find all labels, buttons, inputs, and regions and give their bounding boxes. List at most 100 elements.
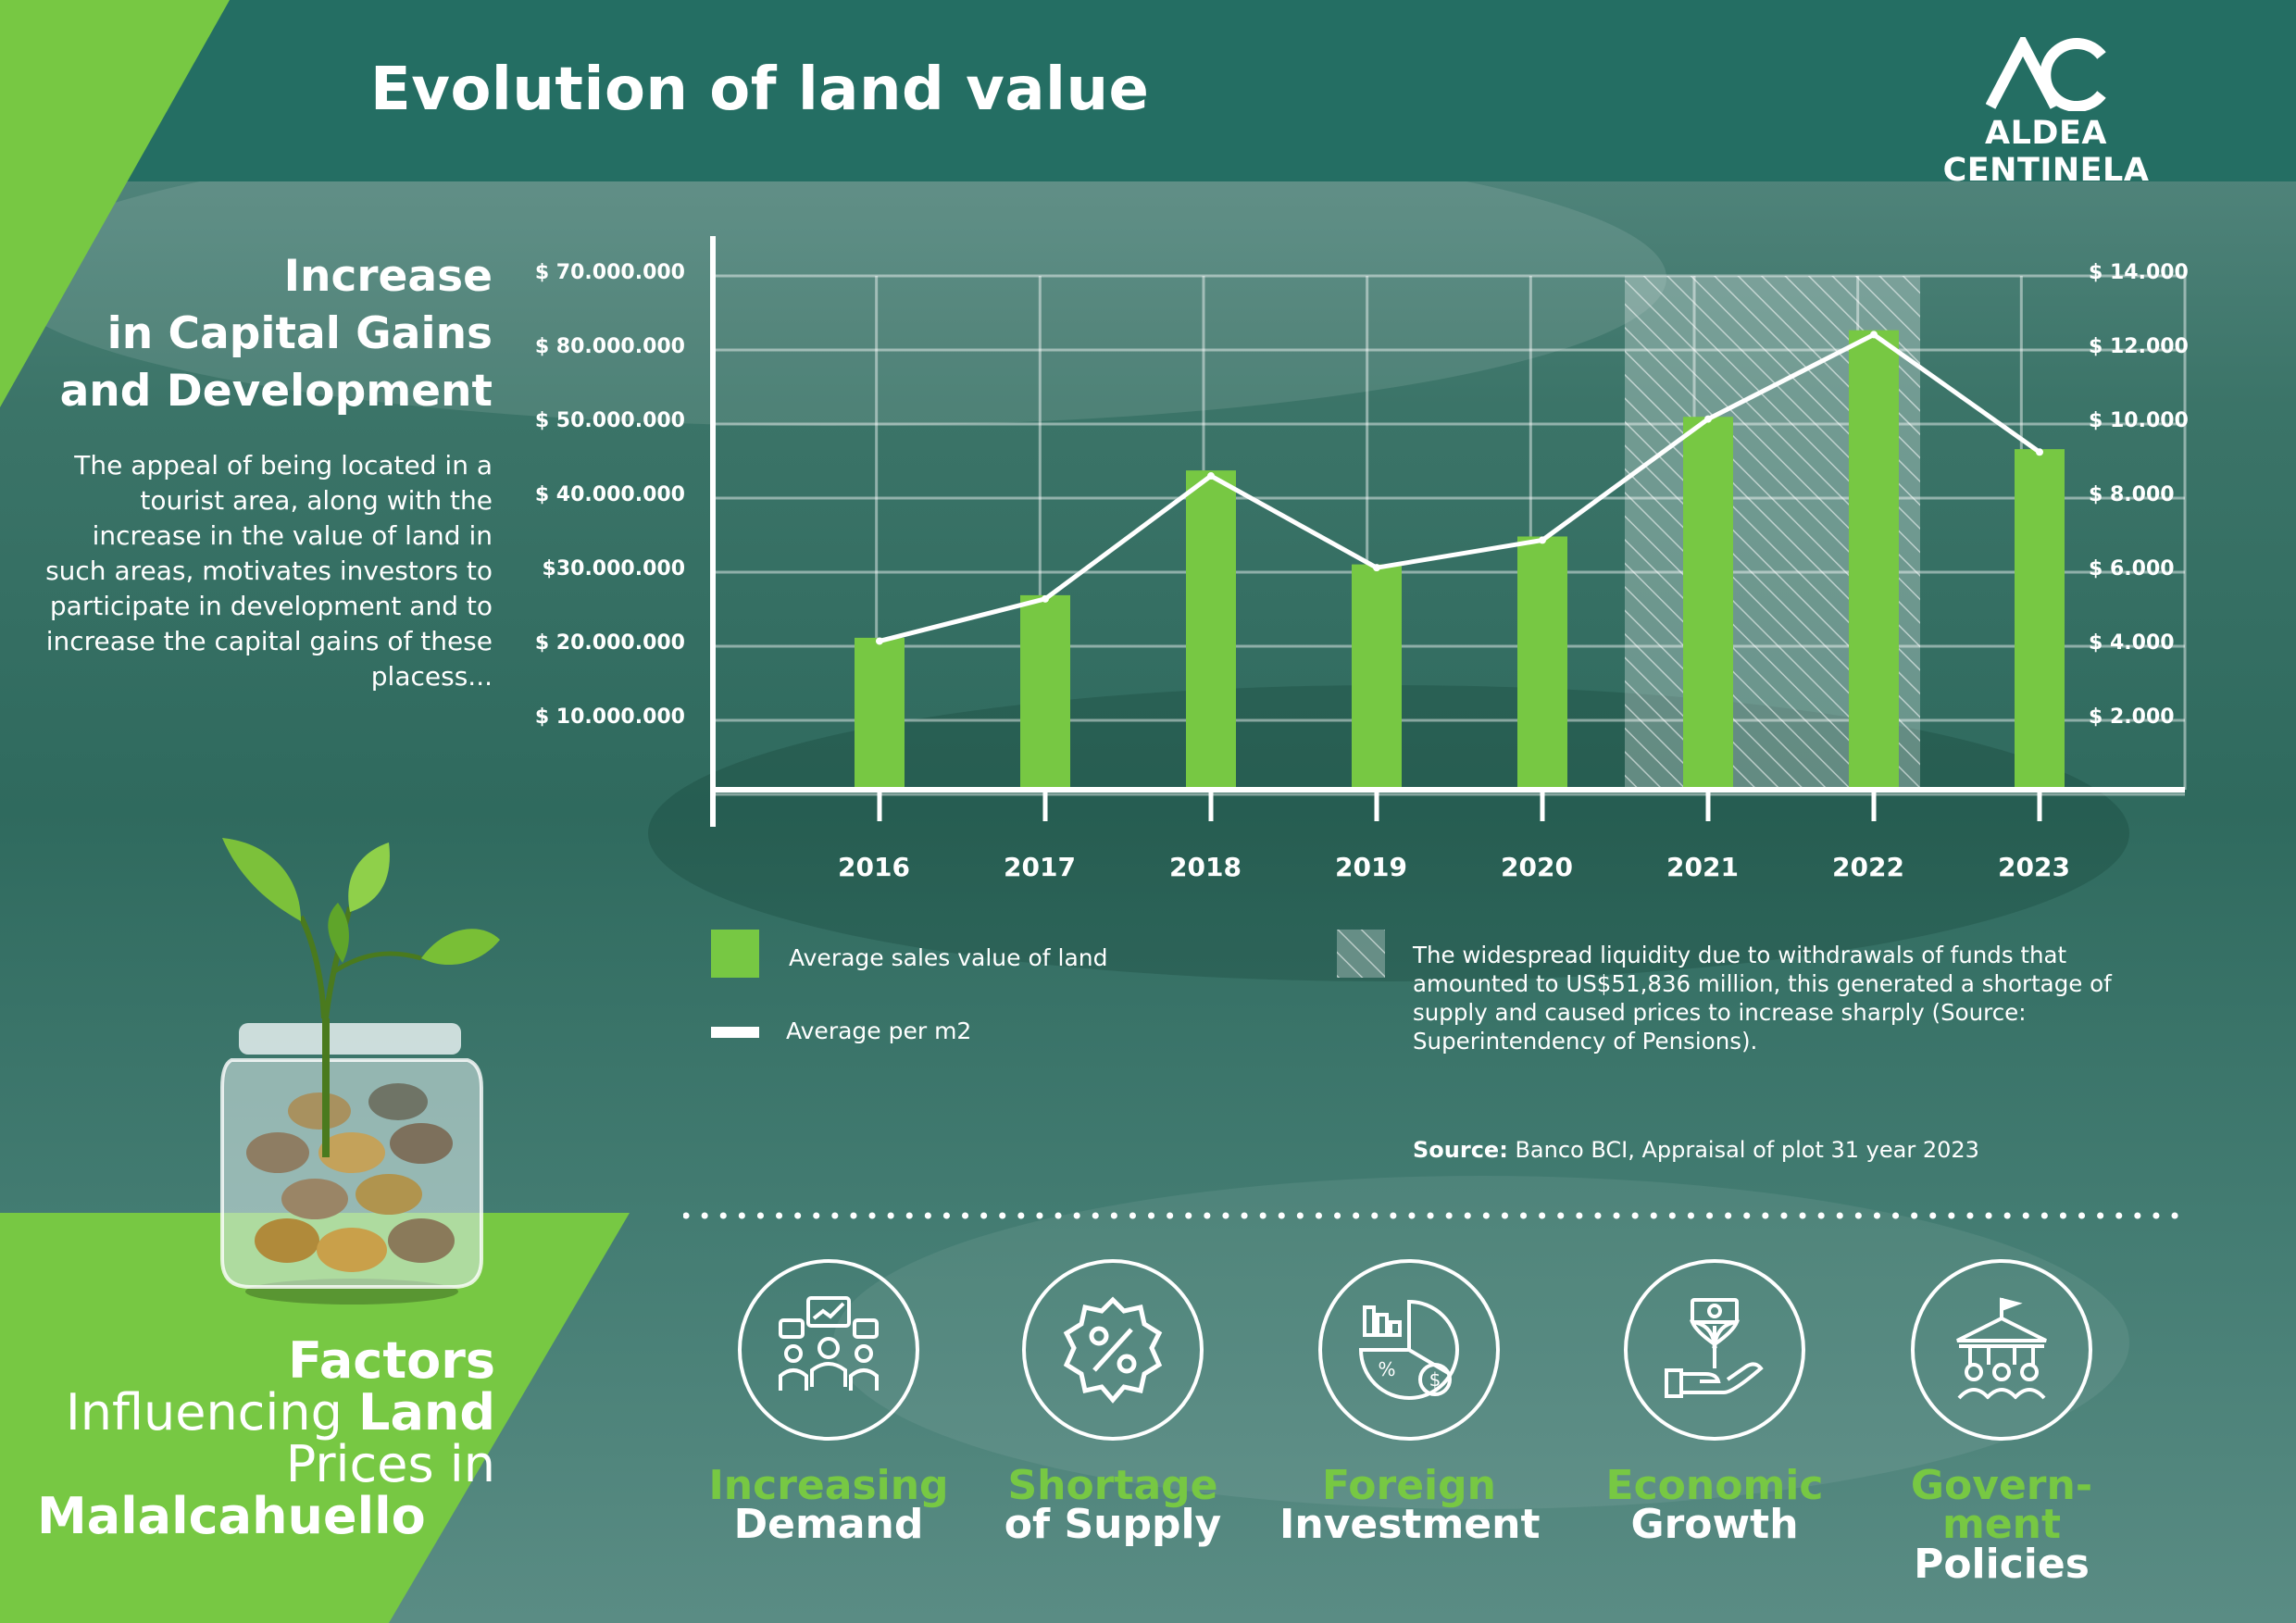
brand-logo: ALDEA CENTINELA <box>1879 37 2213 189</box>
left-axis-tick-label: $ 40.000.000 <box>534 483 685 506</box>
chart-series-line <box>879 331 2041 643</box>
intro-heading-line: Increase <box>283 251 493 302</box>
chart-line-point <box>1207 472 1215 481</box>
svg-text:%: % <box>1378 1358 1395 1380</box>
factors-heading-word: Influencing <box>65 1383 343 1442</box>
chart-x-label: 2016 <box>838 852 910 882</box>
left-axis-tick-label: $ 50.000.000 <box>534 409 685 432</box>
factor-shortage-of-supply: Shortage of Supply <box>983 1259 1242 1548</box>
factor-icon-circle <box>1022 1259 1204 1441</box>
right-axis-tick-label: $ 4.000 <box>2089 631 2175 655</box>
legend-hatch-swatch <box>1337 930 1385 978</box>
left-axis-tick-label: $ 70.000.000 <box>534 261 685 284</box>
factor-icon-circle <box>1624 1259 1805 1441</box>
chart-bar <box>855 637 905 790</box>
right-axis-tick-label: $ 8.000 <box>2089 483 2175 506</box>
factors-heading: Factors Influencing Land Prices in Malal… <box>28 1335 495 1542</box>
chart-bar <box>1186 470 1236 790</box>
factor-foreign-investment: $ % Foreign Investment <box>1279 1259 1541 1548</box>
chart-x-label: 2020 <box>1501 852 1573 882</box>
factor-icon-circle <box>1911 1259 2092 1441</box>
left-axis-tick-label: $ 80.000.000 <box>534 335 685 358</box>
legend-highlight-label: The widespread liquidity due to withdraw… <box>1413 942 2112 1055</box>
chart-grid <box>713 274 2187 796</box>
percent-badge-icon <box>1063 1296 1163 1404</box>
chart-x-label: 2021 <box>1666 852 1739 882</box>
factor-title-line2: Investment <box>1279 1501 1541 1548</box>
factor-icon-circle: $ % <box>1318 1259 1500 1441</box>
chart-bar <box>1352 564 1402 790</box>
left-axis-tick-label: $30.000.000 <box>542 557 685 581</box>
right-axis-tick-label: $ 6.000 <box>2089 557 2175 581</box>
factor-title-line2: ment <box>1941 1501 2062 1548</box>
svg-text:$: $ <box>1429 1368 1441 1391</box>
factor-title-line2: of Supply <box>1004 1501 1222 1548</box>
factor-title-line1: Shortage <box>1007 1462 1218 1509</box>
source-text: Banco BCI, Appraisal of plot 31 year 202… <box>1515 1137 1979 1163</box>
right-axis-tick-label: $ 12.000 <box>2089 335 2189 358</box>
factor-increasing-demand: Increasing Demand <box>699 1259 958 1548</box>
intro-body: The appeal of being located in a tourist… <box>45 450 493 692</box>
chart-x-label: 2023 <box>1998 852 2070 882</box>
right-axis-tick-label: $ 2.000 <box>2089 705 2175 729</box>
factor-title-line1: Economic <box>1605 1462 1824 1509</box>
legend-bar-label: Average sales value of land <box>789 944 1108 971</box>
chart-axes <box>710 236 2185 827</box>
factor-government-policies: Govern- ment Policies <box>1872 1259 2131 1585</box>
left-axis-tick-label: $ 10.000.000 <box>534 705 685 729</box>
legend-bar-swatch <box>711 930 759 978</box>
government-building-icon <box>1956 1297 2047 1400</box>
factors-heading-line: Prices in <box>285 1435 495 1493</box>
chart-x-label: 2019 <box>1335 852 1407 882</box>
chart-x-label: 2022 <box>1832 852 1904 882</box>
factor-icon-circle <box>738 1259 919 1441</box>
coin-jar-plant-illustration <box>220 838 500 1305</box>
chart-line-point <box>1704 415 1712 423</box>
chart-x-label: 2018 <box>1169 852 1242 882</box>
legend-line-swatch <box>711 1027 759 1038</box>
people-growth-icon <box>779 1296 879 1391</box>
chart-bars <box>855 330 2065 790</box>
legend-line-label: Average per m2 <box>786 1017 972 1044</box>
right-axis-tick-label: $ 14.000 <box>2089 261 2189 284</box>
intro-heading-line: and Development <box>59 366 493 417</box>
intro-heading-line: in Capital Gains <box>106 308 493 359</box>
factor-title-line2: Demand <box>733 1501 924 1548</box>
factors-heading-line: Malalcahuello <box>37 1487 426 1545</box>
factor-title-line3: Policies <box>1914 1541 2090 1588</box>
dotted-divider <box>683 1212 2192 1219</box>
factors-heading-line: Influencing Land <box>28 1387 495 1439</box>
chart-line <box>876 331 2043 645</box>
chart-bar <box>1020 594 1070 790</box>
chart-line-point <box>2036 448 2043 456</box>
chart-bar <box>1849 330 1899 790</box>
money-plant-hand-icon <box>1665 1298 1764 1398</box>
brand-name: ALDEA CENTINELA <box>1942 115 2150 189</box>
page-title: Evolution of land value <box>370 56 1150 124</box>
chart-x-labels: 2016 2017 2018 2019 2020 2021 2022 2023 <box>838 852 2070 882</box>
factors-heading-word: Land <box>358 1383 495 1442</box>
pie-chart-dollar-icon: $ % <box>1358 1299 1459 1400</box>
source-note: Source: Banco BCI, Appraisal of plot 31 … <box>1413 1137 1979 1163</box>
chart-bar <box>2015 449 2065 790</box>
chart-line-point <box>1042 594 1049 603</box>
chart-line-point <box>1539 536 1546 544</box>
factor-title-line1: Foreign <box>1322 1462 1496 1509</box>
source-label: Source: <box>1413 1137 1508 1163</box>
factor-title-line1: Increasing <box>708 1462 949 1509</box>
chart-line-point <box>1373 564 1380 572</box>
chart-line-point <box>876 637 883 645</box>
factor-title-line2: Growth <box>1630 1501 1799 1548</box>
ac-monogram-icon <box>1986 37 2106 111</box>
chart-bar <box>1683 417 1733 790</box>
chart-x-label: 2017 <box>1004 852 1076 882</box>
chart-line-point <box>1870 331 1878 339</box>
factors-heading-line: Factors <box>288 1331 495 1390</box>
left-axis-tick-label: $ 20.000.000 <box>534 631 685 655</box>
factor-economic-growth: Economic Growth <box>1585 1259 1844 1548</box>
right-axis-tick-label: $ 10.000 <box>2089 409 2189 432</box>
factor-title-line1: Govern- <box>1910 1462 2093 1509</box>
intro-heading: Increase in Capital Gains and Developmen… <box>0 248 493 420</box>
